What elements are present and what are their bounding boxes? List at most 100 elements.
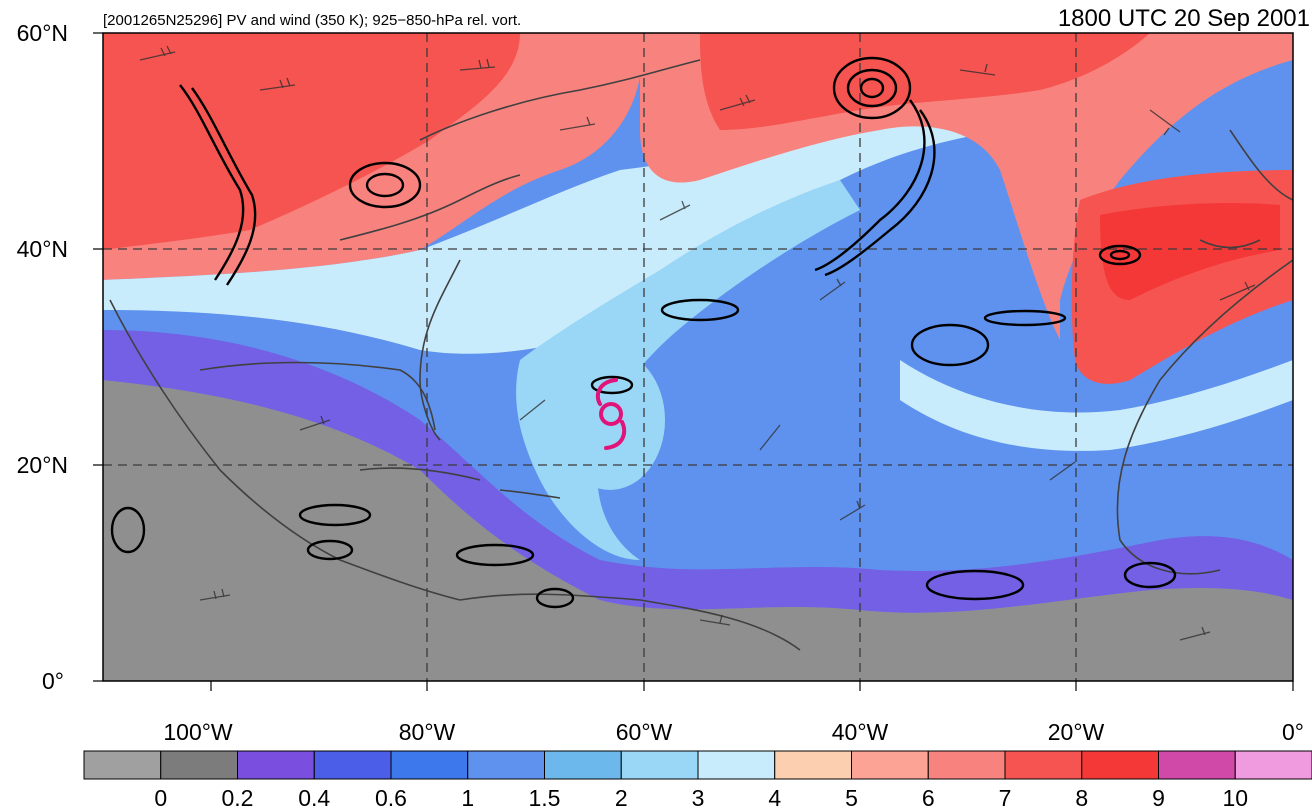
vorticity-contour-africa-b [1123, 561, 1177, 589]
vorticity-contour-central-america-c [306, 539, 354, 561]
vorticity-contour-jet-trailing [814, 99, 926, 272]
lat-label-40n: 40°N [17, 236, 68, 262]
mexico-central-america [109, 299, 461, 601]
vorticity-contour-rockies-2 [191, 87, 257, 286]
lon-label-40w: 40°W [832, 719, 889, 745]
lat-label-20n: 20°N [17, 452, 68, 478]
wind-barb-16 [1179, 626, 1211, 641]
colorbar-swatch-10 [851, 750, 929, 780]
lon-label-20w: 20°W [1048, 719, 1105, 745]
colorbar-label-9: 5 [845, 785, 858, 810]
wind-barb-17 [819, 278, 846, 301]
eastern-atlantic-trough-core [1100, 203, 1280, 300]
vorticity-contour-north-atlantic-low [832, 56, 912, 120]
right-title: 1800 UTC 20 Sep 2001 [1058, 5, 1310, 32]
wind-barb-12 [839, 500, 866, 521]
tropical-cyclone-icon-lower-arm [604, 420, 627, 450]
wind-barb-14 [699, 614, 731, 626]
colorbar-label-7: 3 [692, 785, 705, 810]
colorbar-swatch-1 [160, 750, 238, 780]
colorbar-swatch-9 [774, 750, 852, 780]
wind-barb-18 [659, 200, 691, 221]
colorbar-label-11: 7 [999, 785, 1012, 810]
wind-barb-09 [299, 415, 331, 431]
north-atlantic-inner-region [700, 33, 1150, 130]
colorbar-label-0: 0 [154, 785, 167, 810]
vorticity-contour-central-america-a [298, 503, 372, 527]
colorbar: 0 0.2 0.4 0.6 1 1.5 2 3 4 5 6 7 8 9 10 [83, 750, 1312, 810]
wind-barb-01 [139, 45, 176, 61]
vorticity-contour-iberia-inner [1109, 249, 1131, 261]
wind-barb-03 [459, 58, 496, 71]
colorbar-label-3: 0.6 [375, 785, 407, 810]
left-title: [2001265N25296] PV and wind (350 K); 925… [103, 12, 521, 29]
wind-barb-04 [559, 116, 596, 131]
colorbar-label-1: 0.2 [222, 785, 254, 810]
wind-barb-02 [259, 77, 296, 91]
caribbean-islands [359, 467, 561, 499]
cyclone-pv-patch [555, 350, 665, 490]
wind-barb-15 [1049, 461, 1076, 481]
lon-label-0: 0° [1282, 719, 1304, 745]
vorticity-contour-east-atlantic-b [983, 309, 1067, 327]
colorbar-swatch-6 [544, 750, 622, 780]
vorticity-contour-north-atlantic-low-core [859, 77, 885, 99]
gulf-coast [199, 361, 436, 431]
lat-label-60n: 60°N [17, 20, 68, 46]
vorticity-contour-jet-trailing-2 [824, 109, 936, 277]
colorbar-label-8: 4 [768, 785, 781, 810]
lat-label-0: 0° [42, 668, 64, 694]
europe-coast [1199, 129, 1293, 249]
west-africa-coast [1116, 259, 1293, 575]
wind-barb-08 [1219, 281, 1256, 301]
map-ticks [93, 32, 1294, 691]
vorticity-contour-storm-remnant [590, 375, 634, 395]
colorbar-label-10: 6 [922, 785, 935, 810]
wind-barb-10 [519, 399, 546, 421]
colorbar-swatch-5 [467, 750, 545, 780]
tropical-grey-band [103, 380, 1293, 681]
vorticity-contour-iberia [1098, 244, 1142, 266]
colorbar-swatch-13 [1081, 750, 1159, 780]
colorbar-swatch-3 [313, 750, 392, 780]
colorbar-label-4: 1 [461, 785, 474, 810]
colorbar-swatch-4 [390, 750, 469, 780]
lon-label-60w: 60°W [616, 719, 673, 745]
vorticity-contour-great-lakes [348, 161, 422, 209]
map-panel [103, 33, 1293, 681]
tropical-cyclone-icon [595, 378, 627, 450]
tropical-cyclone-icon-upper-arm [595, 378, 618, 406]
graticule [103, 33, 1293, 681]
colorbar-label-2: 0.4 [298, 785, 330, 810]
colorbar-label-14: 10 [1222, 785, 1248, 810]
colorbar-label-5: 1.5 [529, 785, 561, 810]
wind-barb-11 [759, 424, 781, 451]
vorticity-contour-great-lakes-inner [365, 172, 405, 198]
colorbar-swatch-14 [1158, 750, 1236, 780]
wind-barb-13 [199, 588, 231, 601]
tropical-purple-band [103, 330, 1293, 613]
colorbar-swatch-0 [83, 750, 162, 780]
vorticity-contour-caribbean-a [535, 587, 575, 609]
vorticity-contour-africa-a [925, 569, 1025, 601]
eastern-light-band [900, 360, 1293, 451]
vorticity-contours [110, 56, 1177, 609]
vorticity-contour-caribbean-b [455, 543, 535, 567]
colorbar-swatch-7 [620, 750, 699, 780]
vorticity-contour-north-atlantic-low-inner [846, 68, 898, 108]
colorbar-swatch-12 [1004, 750, 1083, 780]
vorticity-contour-central-atlantic [660, 298, 740, 322]
colorbar-swatch-15 [1234, 750, 1312, 780]
vorticity-contour-east-atlantic-a [910, 323, 990, 367]
colorbar-swatch-8 [697, 750, 776, 780]
tropical-cyclone-icon-eye [599, 402, 623, 426]
canada-coast [419, 59, 701, 141]
wind-barbs [139, 45, 1256, 641]
colorbar-swatch-11 [927, 750, 1006, 780]
wind-barb-06 [959, 63, 996, 76]
lon-label-80w: 80°W [399, 719, 456, 745]
south-america-north-coast [459, 593, 801, 651]
colorbar-swatch-2 [237, 750, 315, 780]
coastlines [109, 59, 1293, 651]
